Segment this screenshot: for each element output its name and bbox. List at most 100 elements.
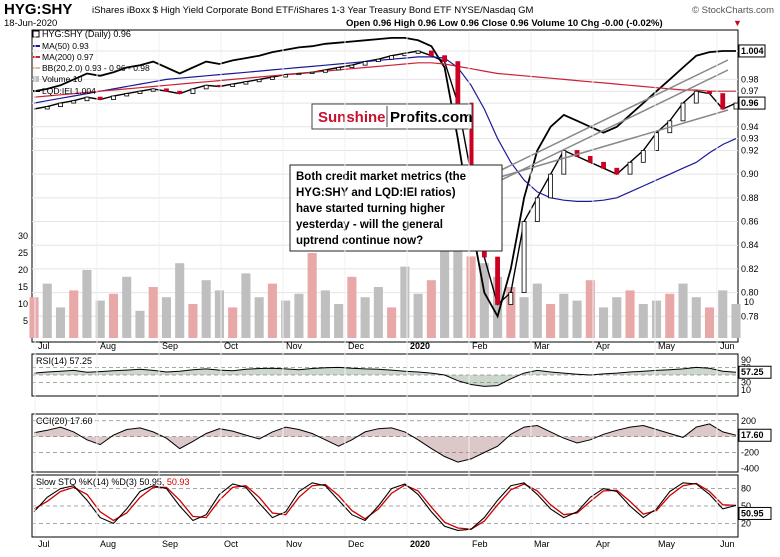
volume-bar: [678, 283, 688, 338]
candle: [44, 106, 50, 110]
candle: [322, 69, 328, 73]
volume-bar: [201, 280, 211, 338]
oscillator-tick: 30: [741, 378, 751, 388]
legend-main: HYG:SHY (Daily) 0.96: [42, 29, 131, 39]
candle: [640, 150, 646, 163]
candle: [601, 161, 606, 169]
volume-bar: [572, 300, 582, 338]
legend-swatch-volume: [33, 76, 39, 82]
volume-y-axis: 30 25 20 15 10 5 10: [18, 231, 754, 326]
legend-ma200: MA(200) 0.97: [42, 52, 94, 62]
annotation-line-1: Both credit market metrics (the: [296, 171, 466, 183]
volume-bar: [267, 283, 277, 338]
volume-bar: [108, 293, 119, 338]
candle: [680, 102, 686, 122]
x-tick-label: 2020: [410, 539, 430, 549]
rsi-name: RSI(14): [36, 356, 67, 366]
sto-d-value: 50.93: [167, 477, 190, 487]
sto-tick: 20: [741, 518, 751, 528]
volume-bar: [718, 290, 728, 338]
volume-bar: [519, 297, 529, 338]
volume-bar: [347, 276, 357, 338]
candle: [124, 93, 130, 97]
volume-bar: [400, 266, 410, 338]
y-tick-label: 0.97: [741, 86, 759, 96]
volume-bar: [188, 304, 198, 338]
annotation-line-2: HYG:SHY and LQD:IEI ratios): [296, 187, 456, 199]
candle: [164, 88, 169, 92]
y-tick-label: 0.86: [741, 217, 759, 227]
candle: [455, 61, 461, 104]
candle: [428, 50, 434, 57]
x-tick-label: Dec: [348, 539, 365, 549]
candle: [733, 102, 739, 110]
chart-description: iShares iBoxx $ High Yield Corporate Bon…: [92, 5, 534, 16]
volume-tick-label: 30: [18, 231, 28, 241]
y-tick-label: 0.88: [741, 193, 759, 203]
volume-bar: [320, 290, 330, 338]
annotation-line-3: have started turning higher: [296, 203, 445, 215]
sto-value: 50.95: [741, 508, 764, 518]
volume-bar: [731, 304, 741, 338]
volume-bar: [307, 253, 317, 338]
series-line-ma200: [33, 62, 736, 98]
watermark: © StockCharts.com: [692, 5, 774, 16]
x-tick-label: Oct: [224, 341, 239, 351]
volume-bar: [95, 300, 105, 338]
volume-bar: [214, 290, 224, 338]
candle: [58, 102, 63, 108]
y-tick-label: 0.78: [741, 311, 759, 321]
volume-bar: [413, 293, 423, 338]
x-tick-label: Jun: [720, 539, 735, 549]
sto-tick: 50: [741, 501, 751, 511]
y-tick-label: 0.84: [741, 240, 759, 250]
volume-bar: [651, 300, 662, 338]
candle: [296, 73, 302, 76]
x-tick-label: Jul: [38, 341, 50, 351]
oscillator-value-box: [738, 365, 772, 379]
sto-name: Slow STO %K(14) %D(3): [36, 477, 137, 487]
volume-bar: [493, 276, 503, 338]
oscillator-line: [33, 423, 737, 463]
annotation-line-4: yesterday - will the general: [296, 219, 443, 231]
volume-bar: [161, 297, 172, 338]
sto-d-line: [33, 482, 737, 530]
trend-channel: [459, 59, 729, 201]
candle: [256, 78, 262, 83]
series-line-lqd-iei: [33, 37, 736, 319]
brand-box: [311, 103, 473, 130]
y-tick-label: 0.80: [741, 288, 759, 298]
volume-bar: [691, 297, 701, 338]
candle: [587, 155, 593, 163]
oscillator-tick: 10: [741, 385, 751, 395]
candle: [137, 90, 143, 94]
volume-bar: [175, 263, 185, 338]
volume-bar: [546, 304, 556, 338]
annotation-box: Both credit market metrics (the HYG:SHY …: [289, 164, 503, 252]
volume-tick-label: 15: [18, 282, 28, 292]
trendline-upper: [459, 59, 729, 191]
candle: [309, 71, 315, 74]
rsi-plot: 907050301057.25: [32, 355, 772, 395]
volume-bar: [241, 273, 251, 338]
sto-k-line: [33, 482, 737, 531]
candle: [190, 88, 196, 95]
x-tick-label: May: [658, 341, 676, 351]
candle: [521, 221, 527, 294]
candle: [402, 52, 408, 57]
x-tick-label: Sep: [162, 539, 178, 549]
volume-bar: [440, 246, 450, 338]
candle: [495, 256, 500, 305]
x-tick-label: Mar: [534, 539, 550, 549]
candle: [508, 292, 514, 305]
volume-bar: [625, 290, 635, 338]
volume-bar: [69, 290, 79, 338]
x-tick-label: May: [658, 539, 676, 549]
sto-value-box: [738, 506, 772, 520]
trendline-lower: [489, 109, 729, 181]
brand-part2: Profits.com: [390, 109, 473, 126]
legend-bb: BB(20,2.0) 0.93 - 0.96 - 0.98: [42, 63, 150, 73]
